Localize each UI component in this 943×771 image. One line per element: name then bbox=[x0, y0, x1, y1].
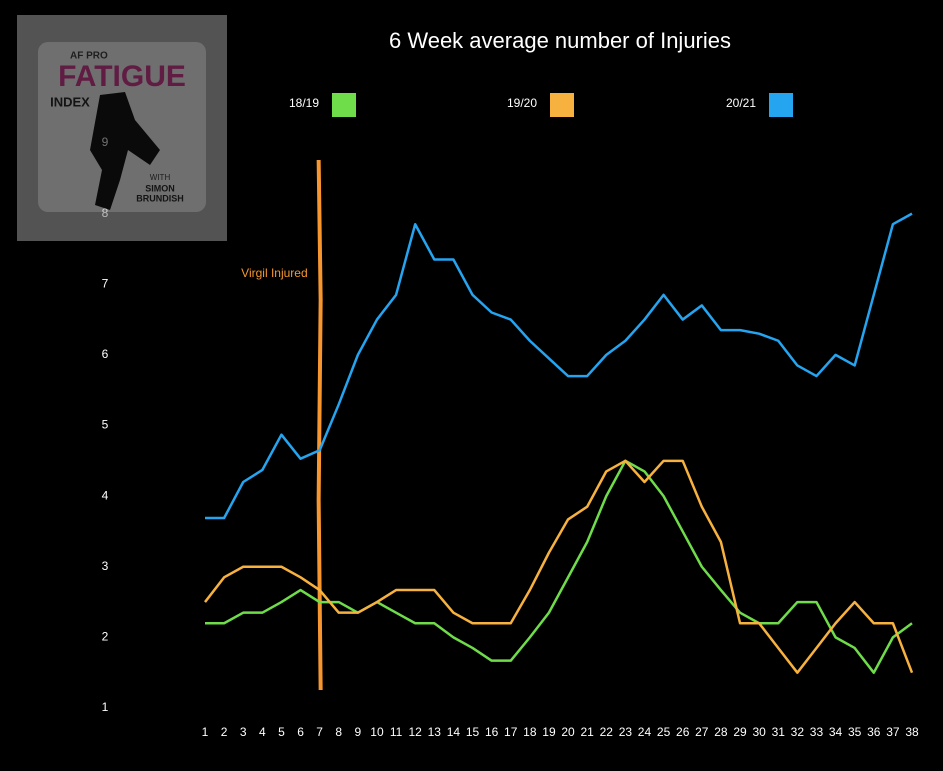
chart-title: 6 Week average number of Injuries bbox=[389, 28, 731, 53]
annotation-line bbox=[316, 159, 323, 691]
x-tick-label: 25 bbox=[657, 725, 671, 739]
x-tick-label: 3 bbox=[240, 725, 247, 739]
x-tick-label: 9 bbox=[355, 725, 362, 739]
y-tick-label: 7 bbox=[102, 276, 109, 290]
logo-name1: SIMON bbox=[145, 183, 175, 193]
legend-label: 20/21 bbox=[726, 96, 756, 110]
x-tick-label: 6 bbox=[297, 725, 304, 739]
legend-label: 19/20 bbox=[507, 96, 537, 110]
legend-swatch bbox=[550, 93, 574, 117]
series-line bbox=[205, 459, 913, 674]
logo-title: FATIGUE bbox=[58, 60, 186, 93]
x-tick-label: 17 bbox=[504, 725, 518, 739]
x-tick-label: 11 bbox=[390, 725, 403, 739]
x-tick-label: 23 bbox=[619, 725, 633, 739]
x-tick-label: 22 bbox=[600, 725, 614, 739]
x-tick-label: 8 bbox=[335, 725, 342, 739]
x-tick-label: 20 bbox=[561, 725, 575, 739]
x-tick-label: 15 bbox=[466, 725, 480, 739]
y-tick-label: 3 bbox=[102, 559, 109, 573]
series-line bbox=[205, 212, 913, 520]
x-tick-label: 19 bbox=[542, 725, 556, 739]
legend-swatch bbox=[769, 93, 793, 117]
logo-figure bbox=[90, 92, 160, 210]
x-tick-label: 35 bbox=[848, 725, 862, 739]
x-tick-label: 33 bbox=[810, 725, 824, 739]
x-tick-label: 29 bbox=[733, 725, 747, 739]
x-tick-label: 4 bbox=[259, 725, 266, 739]
logo-name2: BRUNDISH bbox=[136, 193, 184, 203]
x-tick-label: 10 bbox=[370, 725, 384, 739]
legend-label: 18/19 bbox=[289, 96, 319, 110]
x-tick-label: 7 bbox=[316, 725, 323, 739]
y-tick-label: 2 bbox=[102, 630, 109, 644]
x-tick-label: 18 bbox=[523, 725, 537, 739]
legend-swatch bbox=[332, 93, 356, 117]
y-tick-label: 4 bbox=[102, 488, 109, 502]
logo-brand: AF PRO bbox=[70, 51, 108, 62]
x-tick-label: 36 bbox=[867, 725, 881, 739]
x-tick-label: 13 bbox=[428, 725, 442, 739]
x-tick-label: 26 bbox=[676, 725, 690, 739]
x-tick-label: 16 bbox=[485, 725, 499, 739]
x-tick-label: 2 bbox=[221, 725, 228, 739]
logo-subtitle: INDEX bbox=[50, 94, 90, 109]
x-tick-label: 12 bbox=[409, 725, 423, 739]
y-tick-label: 1 bbox=[102, 700, 109, 714]
y-tick-label: 6 bbox=[102, 347, 109, 361]
x-tick-label: 14 bbox=[447, 725, 461, 739]
x-tick-label: 38 bbox=[905, 725, 919, 739]
x-tick-label: 24 bbox=[638, 725, 652, 739]
x-tick-label: 37 bbox=[886, 725, 900, 739]
annotation: Virgil Injured bbox=[241, 266, 307, 280]
logo-with: WITH bbox=[150, 173, 171, 182]
x-tick-label: 31 bbox=[772, 725, 786, 739]
x-tick-label: 1 bbox=[202, 725, 209, 739]
x-tick-label: 21 bbox=[580, 725, 594, 739]
x-tick-label: 28 bbox=[714, 725, 728, 739]
x-tick-label: 30 bbox=[752, 725, 766, 739]
series-line bbox=[204, 459, 914, 674]
y-tick-label: 5 bbox=[102, 418, 109, 432]
x-tick-label: 34 bbox=[829, 725, 843, 739]
x-tick-label: 32 bbox=[791, 725, 805, 739]
x-tick-label: 27 bbox=[695, 725, 709, 739]
x-tick-label: 5 bbox=[278, 725, 285, 739]
